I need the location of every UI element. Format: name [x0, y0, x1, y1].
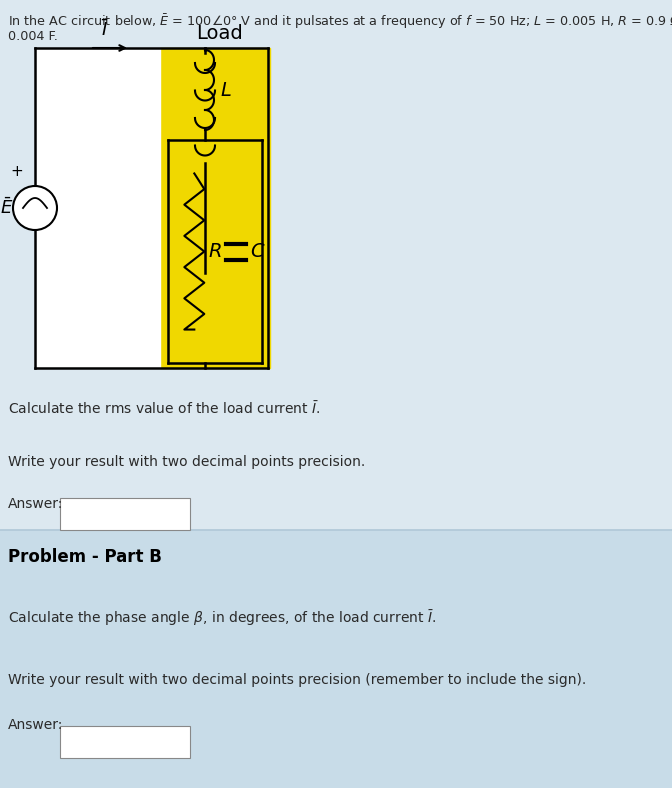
Text: In the AC circuit below, $\bar{E}$ = 100$\angle$0° V and it pulsates at a freque: In the AC circuit below, $\bar{E}$ = 100… — [8, 12, 672, 31]
Text: +: + — [11, 163, 24, 179]
Text: Answer:: Answer: — [8, 497, 63, 511]
Bar — [60, 726, 190, 758]
Text: Calculate the rms value of the load current $\bar{I}$.: Calculate the rms value of the load curr… — [8, 400, 321, 417]
Text: Problem - Part B: Problem - Part B — [8, 548, 162, 566]
Bar — [35, 48, 160, 368]
Bar — [160, 48, 270, 368]
Text: Write your result with two decimal points precision.: Write your result with two decimal point… — [8, 455, 366, 469]
Text: Load: Load — [197, 24, 243, 43]
Text: Calculate the phase angle $\beta$, in degrees, of the load current $\bar{I}$.: Calculate the phase angle $\beta$, in de… — [8, 608, 436, 628]
Text: Write your result with two decimal points precision (remember to include the sig: Write your result with two decimal point… — [8, 673, 586, 687]
Circle shape — [13, 186, 57, 230]
Bar — [0, 530, 672, 788]
Text: $\bar{E}$: $\bar{E}$ — [0, 198, 13, 218]
Text: Answer:: Answer: — [8, 718, 63, 732]
Bar — [60, 498, 190, 530]
Text: C: C — [251, 242, 264, 261]
Text: 0.004 F.: 0.004 F. — [8, 30, 58, 43]
Text: $\bar{I}$: $\bar{I}$ — [101, 20, 109, 40]
Text: L: L — [220, 80, 231, 99]
Text: R: R — [208, 242, 222, 261]
